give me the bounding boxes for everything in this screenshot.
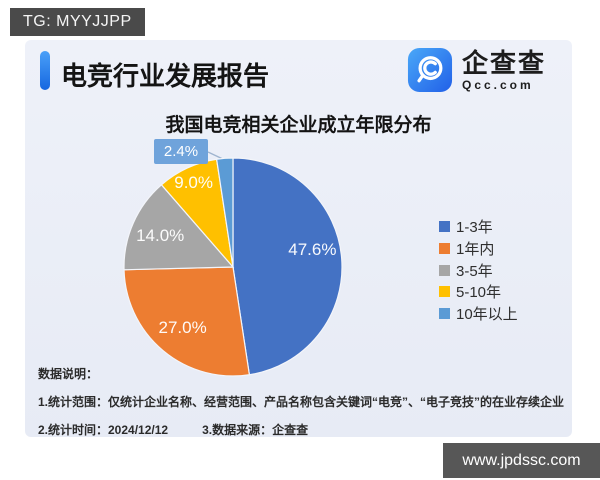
legend-marker-4 [439,308,450,320]
pie-slice-1 [123,266,251,377]
watermark-badge: www.jpdssc.com [443,443,600,478]
legend-label-3: 5-10年 [456,284,502,302]
pie-slice-4 [215,157,234,268]
qcc-logo: 企查查 Qcc.com [407,47,546,93]
notes-stat-time: 2.统计时间：2024/12/12 [38,423,169,437]
notes-data-source: 3.数据来源：企查查 [202,423,309,437]
pie-slice-label-0: 47.6% [288,240,336,259]
legend-label-2: 3-5年 [456,262,493,280]
pie-slice-0 [232,157,343,376]
legend-item-1: 1年内 [439,238,518,260]
title-accent-bar [40,51,50,90]
callout-label-10plus: 2.4% [154,139,208,164]
legend-label-4: 10年以上 [456,306,518,324]
legend-marker-0 [439,221,450,233]
notes-line-2: 2.统计时间：2024/12/12 3.数据来源：企查查 [38,421,564,438]
report-card: 电竞行业发展报告 企查查 Qcc.com 我国电竞相关 [25,40,572,437]
data-notes: 数据说明： 1.统计范围：仅统计企业名称、经营范围、产品名称包含关键词“电竞”、… [38,365,564,449]
legend-label-1: 1年内 [456,241,495,259]
qcc-logo-name: 企查查 [461,47,546,78]
legend-marker-3 [439,286,450,298]
pie-chart: 47.6% 27.0% 14.0% 9.0% [123,151,343,377]
legend-item-3: 5-10年 [439,281,518,303]
pie-slice-label-3: 9.0% [174,173,213,192]
chart-title: 我国电竞相关企业成立年限分布 [165,115,432,136]
chart-legend: 1-3年 1年内 3-5年 5-10年 10年以上 [439,216,518,324]
legend-item-0: 1-3年 [439,216,518,238]
report-title: 电竞行业发展报告 [61,61,270,91]
legend-marker-1 [439,243,450,255]
legend-label-0: 1-3年 [456,219,493,237]
qcc-logo-text: 企查查 Qcc.com [462,49,546,92]
qcc-logo-icon [407,47,453,93]
qcc-logo-domain: Qcc.com [461,77,534,92]
legend-marker-2 [439,264,450,276]
pie-slice-label-1: 27.0% [158,318,206,337]
notes-line-1: 1.统计范围：仅统计企业名称、经营范围、产品名称包含关键词“电竞”、“电子竞技”… [38,395,565,409]
legend-item-2: 3-5年 [439,259,518,281]
tg-handle-badge: TG: MYYJJPP [10,8,145,36]
pie-slice-label-2: 14.0% [136,226,184,245]
notes-heading: 数据说明： [38,367,99,381]
pie-slice-2 [123,183,235,271]
legend-item-4: 10年以上 [439,303,518,325]
